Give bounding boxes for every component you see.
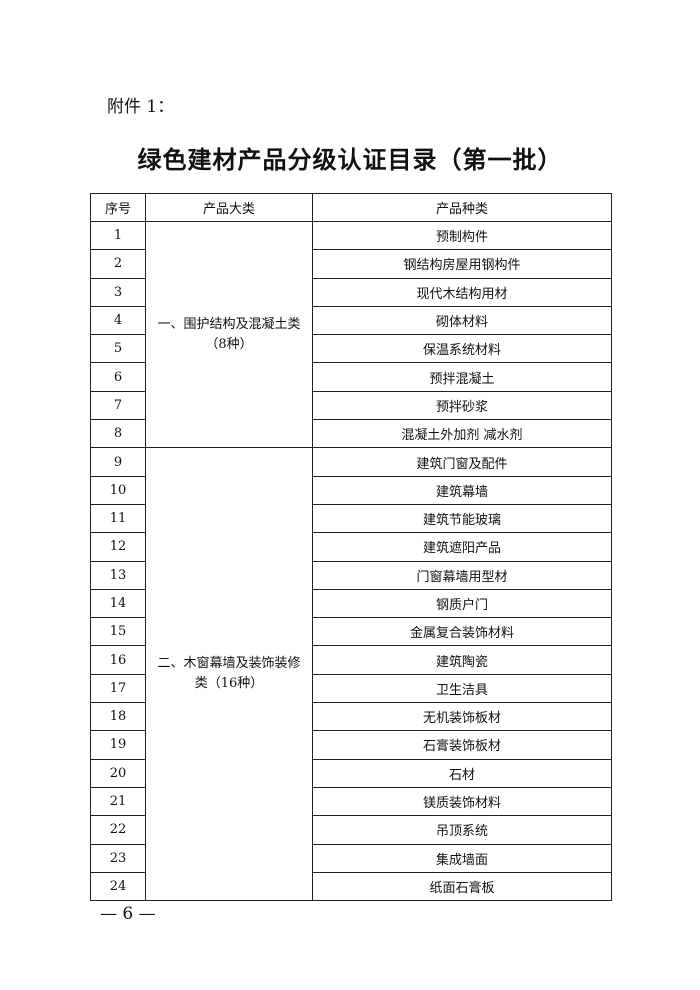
category-cell: 二、木窗幕墙及装饰装修 类（16种）: [145, 447, 313, 902]
row-number: 10: [90, 475, 146, 505]
row-number: 18: [90, 702, 146, 732]
table-row: 10 建筑幕墙: [90, 475, 612, 505]
row-number: 7: [90, 390, 146, 421]
column-header: 序号: [90, 193, 146, 222]
row-number: 8: [90, 419, 146, 449]
table-row: 11 建筑节能玻璃: [90, 503, 612, 534]
product-type: 石膏装饰板材: [312, 730, 612, 760]
row-number: 16: [90, 645, 146, 675]
product-type: 门窗幕墙用型材: [312, 560, 612, 590]
product-type: 砌体材料: [312, 305, 612, 336]
product-type: 卫生洁具: [312, 673, 612, 704]
category-line: 二、木窗幕墙及装饰装修: [157, 656, 301, 672]
row-number: 24: [90, 871, 146, 902]
table-row: 24 纸面石膏板: [90, 871, 612, 902]
product-type: 现代木结构用材: [312, 277, 612, 307]
category-cell: 一、围护结构及混凝土类 （8种）: [145, 220, 313, 449]
row-number: 14: [90, 588, 146, 619]
row-number: 9: [90, 447, 146, 477]
catalog-table: 序号 产品大类 产品种类 1 一、围护结构及混凝土类 （8种） 预制构件 2 钢结构房屋用…: [90, 193, 612, 902]
table-row: 20 石材: [90, 758, 612, 788]
product-type: 金属复合装饰材料: [312, 617, 612, 647]
table-row: 12 建筑遮阳产品: [90, 532, 612, 562]
product-type: 预拌混凝土: [312, 362, 612, 392]
document-title: 绿色建材产品分级认证目录（第一批）: [137, 145, 563, 174]
row-number: 21: [90, 786, 146, 817]
product-type: 建筑陶瓷: [312, 645, 612, 675]
column-header: 产品种类: [312, 193, 612, 222]
table-row: 19 石膏装饰板材: [90, 730, 612, 760]
row-number: 22: [90, 815, 146, 845]
table-row: 14 钢质户门: [90, 588, 612, 619]
product-type: 预拌砂浆: [312, 390, 612, 421]
product-type: 集成墙面: [312, 843, 612, 873]
table-row: 15 金属复合装饰材料: [90, 617, 612, 647]
table-row: 3 现代木结构用材: [90, 277, 612, 307]
row-number: 15: [90, 617, 146, 647]
product-type: 钢质户门: [312, 588, 612, 619]
table-body: 1 一、围护结构及混凝土类 （8种） 预制构件 2 钢结构房屋用钢构件 3 现代木结构用材 4 砌…: [90, 220, 612, 902]
category-line: 类（16种）: [194, 676, 264, 692]
product-type: 保温系统材料: [312, 334, 612, 364]
product-type: 钢结构房屋用钢构件: [312, 249, 612, 279]
product-type: 纸面石膏板: [312, 871, 612, 902]
table-row: 18 无机装饰板材: [90, 702, 612, 732]
table-row: 1 一、围护结构及混凝土类 （8种） 预制构件: [90, 220, 612, 449]
row-number: 5: [90, 334, 146, 364]
table-row: 23 集成墙面: [90, 843, 612, 873]
row-number: 19: [90, 730, 146, 760]
table-row: 9 二、木窗幕墙及装饰装修 类（16种） 建筑门窗及配件: [90, 447, 612, 902]
product-type: 石材: [312, 758, 612, 788]
table-row: 17 卫生洁具: [90, 673, 612, 704]
table-row: 21 镁质装饰材料: [90, 786, 612, 817]
row-number: 11: [90, 503, 146, 534]
product-type: 预制构件: [312, 220, 612, 251]
product-type: 混凝土外加剂 减水剂: [312, 419, 612, 449]
table-row: 13 门窗幕墙用型材: [90, 560, 612, 590]
table-row: 16 建筑陶瓷: [90, 645, 612, 675]
row-number: 12: [90, 532, 146, 562]
product-type: 建筑节能玻璃: [312, 503, 612, 534]
product-type: 建筑门窗及配件: [312, 447, 612, 477]
row-number: 23: [90, 843, 146, 873]
table-row: 6 预拌混凝土: [90, 362, 612, 392]
row-number: 6: [90, 362, 146, 392]
product-type: 吊顶系统: [312, 815, 612, 845]
row-number: 17: [90, 673, 146, 704]
table-row: 4 砌体材料: [90, 305, 612, 336]
table-row: 8 混凝土外加剂 减水剂: [90, 419, 612, 449]
row-number: 2: [90, 249, 146, 279]
row-number: 3: [90, 277, 146, 307]
row-number: 20: [90, 758, 146, 788]
row-number: 1: [90, 220, 146, 251]
product-type: 建筑遮阳产品: [312, 532, 612, 562]
category-line: （8种）: [205, 336, 253, 352]
table-row: 22 吊顶系统: [90, 815, 612, 845]
attachment-label: 附件 1：: [107, 97, 175, 117]
row-number: 4: [90, 305, 146, 336]
row-number: 13: [90, 560, 146, 590]
column-header: 产品大类: [145, 193, 313, 222]
table-row: 7 预拌砂浆: [90, 390, 612, 421]
page-number: — 6 —: [100, 904, 156, 924]
product-type: 镁质装饰材料: [312, 786, 612, 817]
product-type: 无机装饰板材: [312, 702, 612, 732]
header-row: 序号 产品大类 产品种类: [90, 193, 612, 222]
category-line: 一、围护结构及混凝土类: [157, 316, 301, 332]
table-row: 5 保温系统材料: [90, 334, 612, 364]
product-type: 建筑幕墙: [312, 475, 612, 505]
